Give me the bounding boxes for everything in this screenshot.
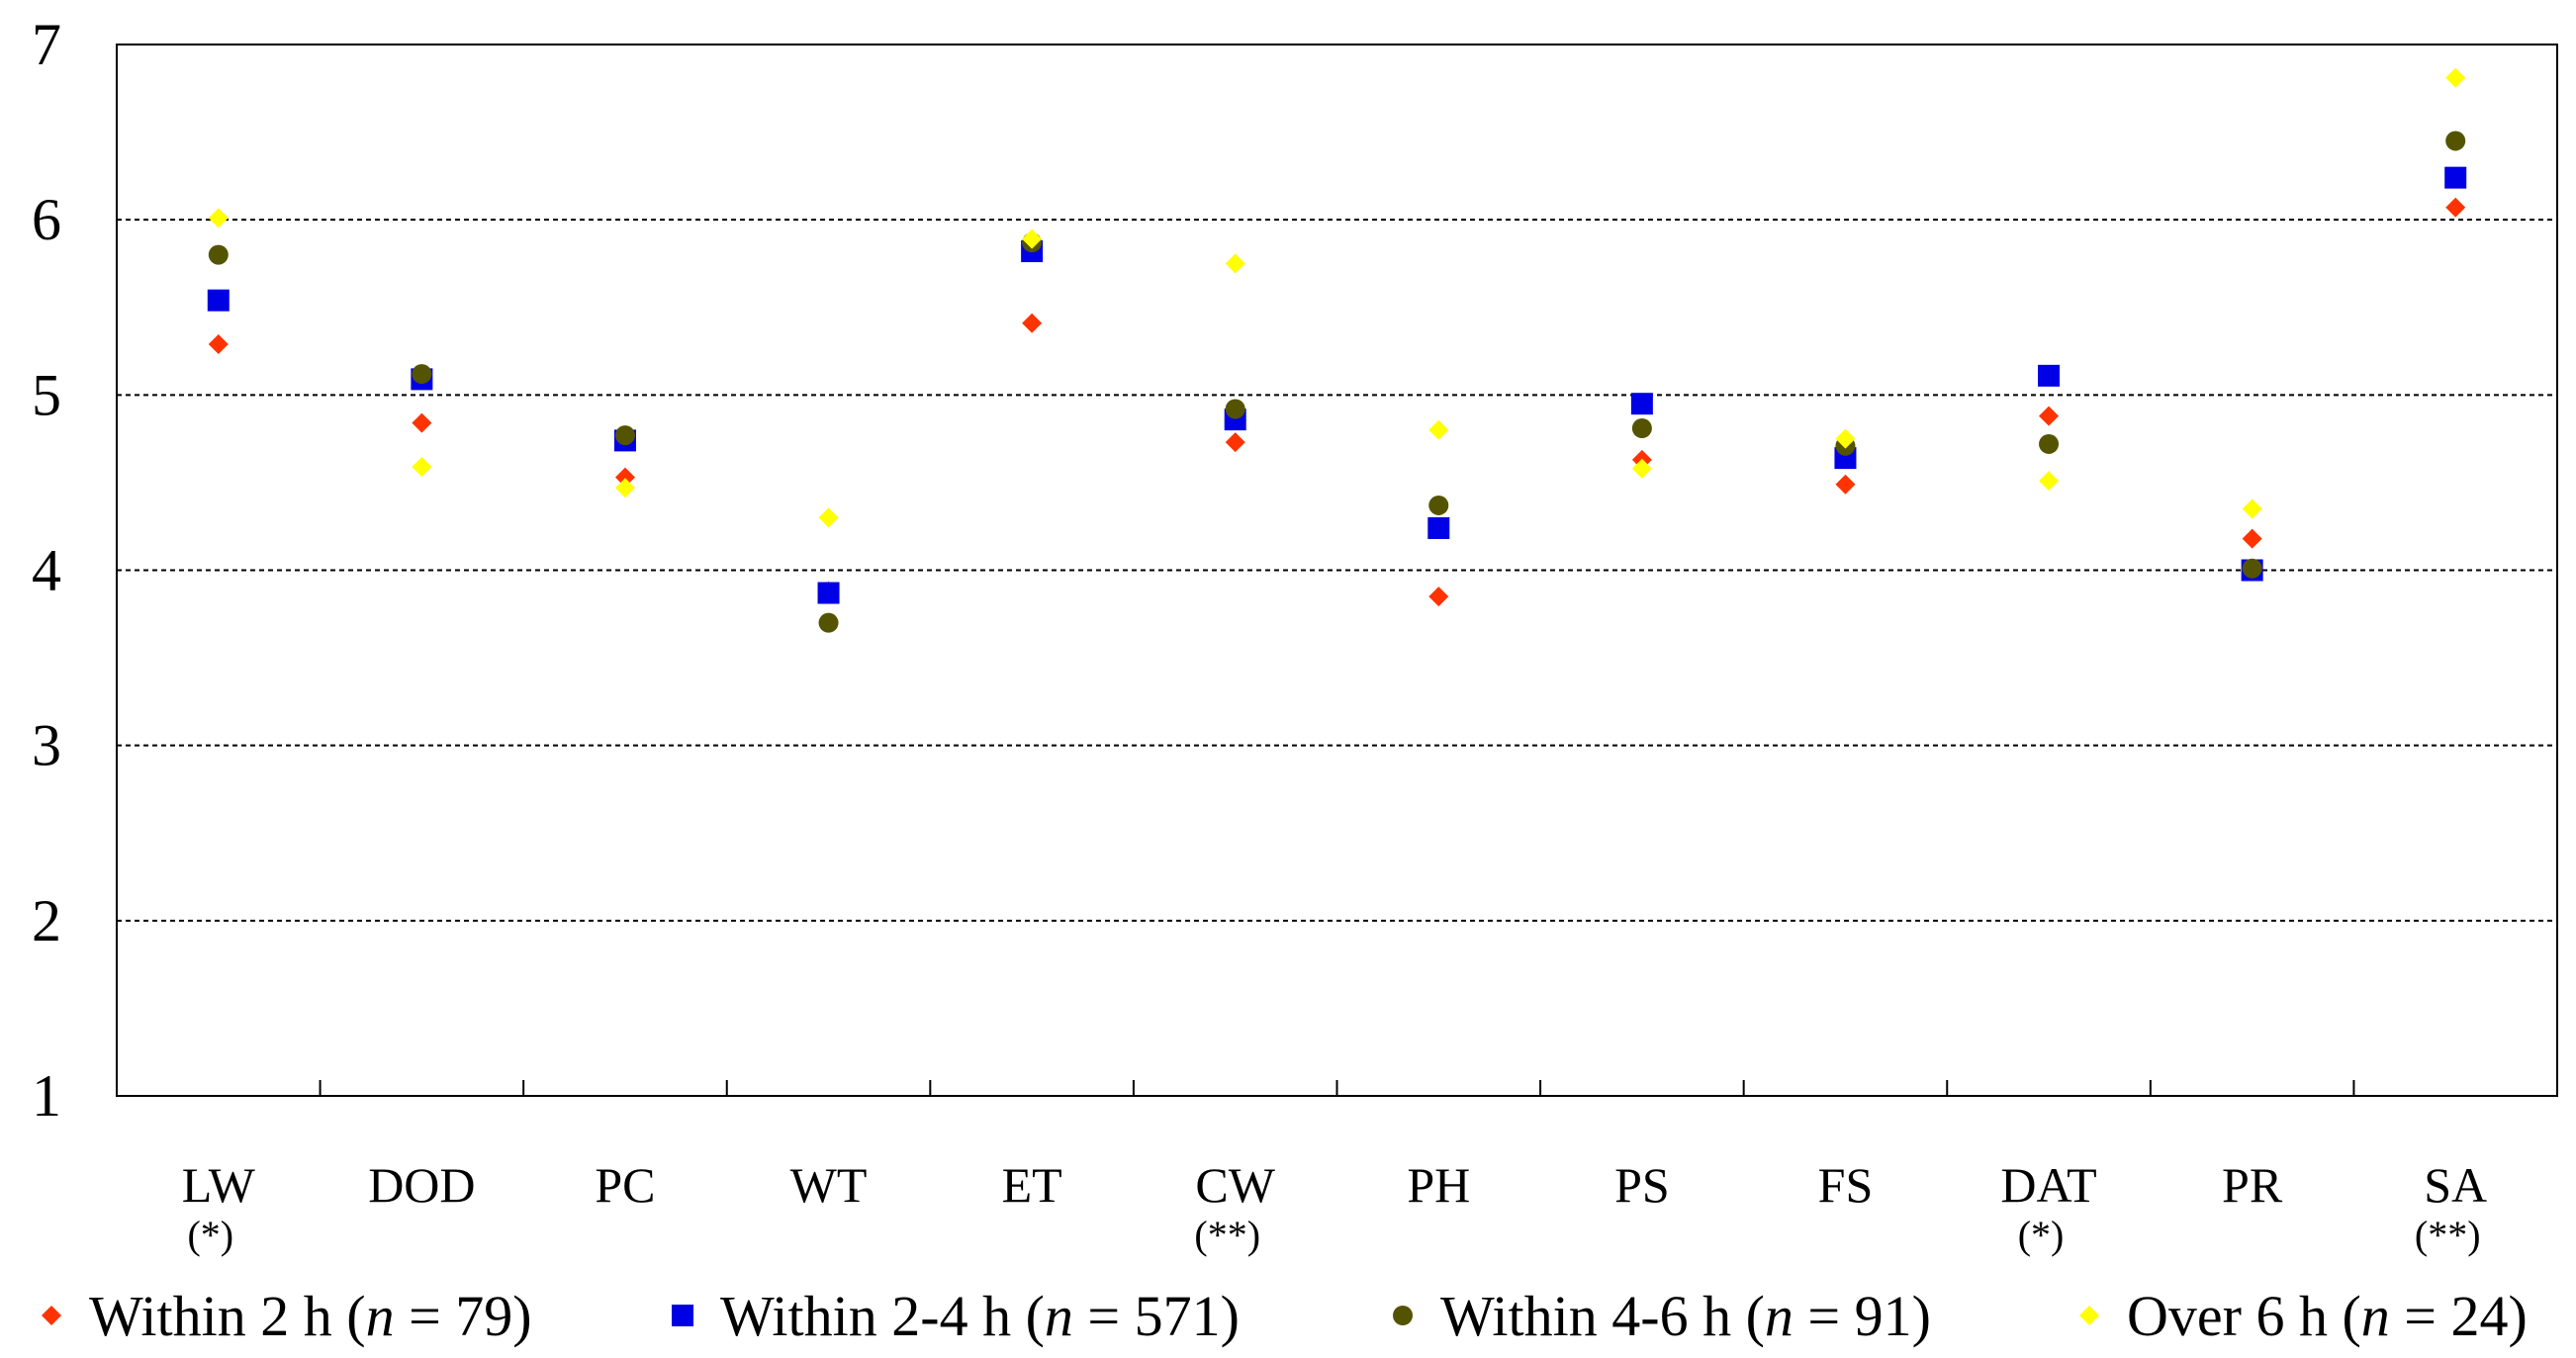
data-point-ps	[1631, 417, 1652, 438]
data-point-dat	[2039, 406, 2060, 426]
data-point-fs	[1835, 428, 1856, 449]
data-point-wt	[818, 507, 839, 528]
legend-item-0: Within 2 h (n = 79)	[42, 1284, 532, 1348]
y-tick-label: 2	[32, 888, 61, 953]
gridlines	[117, 219, 2557, 922]
y-tick-label: 1	[32, 1063, 61, 1129]
legend: Within 2 h (n = 79) Within 2-4 h (n = 571…	[42, 1284, 2528, 1348]
data-point-sa	[2445, 197, 2466, 218]
legend-label: Within 2-4 h (n = 571)	[720, 1284, 1240, 1348]
legend-marker	[42, 1306, 61, 1325]
data-point-pr	[2242, 498, 2262, 519]
legend-item-3: Over 6 h (n = 24)	[2079, 1284, 2528, 1348]
category-label-pc: PC	[595, 1157, 655, 1213]
data-point-ph	[1428, 419, 1449, 440]
category-label-et: ET	[1002, 1157, 1062, 1213]
series-0	[208, 197, 2466, 607]
category-label-sa: SA	[2424, 1157, 2487, 1213]
data-point-fs	[1835, 474, 1856, 495]
significance-mark-sa: (**)	[2415, 1213, 2481, 1257]
significance-mark-dat: (*)	[2018, 1213, 2065, 1257]
category-label-ph: PH	[1407, 1157, 1470, 1213]
data-point-lw	[208, 333, 229, 354]
y-tick-label: 5	[32, 362, 61, 427]
y-tick-label: 4	[32, 538, 61, 603]
y-tick-label: 3	[32, 713, 61, 778]
y-axis-tick-labels: 1 2 3 4 5 6 7	[32, 12, 61, 1129]
data-point-ps	[1630, 393, 1653, 415]
data-point-dod	[412, 412, 432, 433]
category-label-dod: DOD	[368, 1157, 475, 1213]
significance-mark-lw: (*)	[187, 1213, 233, 1257]
data-point-ph	[1427, 516, 1450, 539]
legend-label: Over 6 h (n = 24)	[2127, 1284, 2528, 1348]
data-point-et	[1022, 228, 1043, 249]
data-point-dod	[412, 364, 432, 385]
legend-marker	[672, 1305, 693, 1326]
x-axis-category-labels: LW(*)DOD PC WT ET CW(**)PH PS FS DAT(*)PR SA(**)	[182, 1157, 2487, 1257]
data-point-ph	[1428, 495, 1449, 515]
data-point-cw	[1225, 432, 1245, 453]
legend-item-2: Within 4-6 h (n = 91)	[1393, 1284, 1931, 1348]
category-label-wt: WT	[790, 1157, 868, 1213]
data-point-sa	[2445, 67, 2466, 88]
series-1	[207, 166, 2467, 604]
legend-marker	[1393, 1306, 1413, 1325]
data-point-dat	[2039, 433, 2060, 454]
data-point-lw	[207, 289, 230, 312]
data-point-dod	[412, 456, 432, 477]
data-point-pc	[614, 425, 635, 446]
category-label-ps: PS	[1614, 1157, 1670, 1213]
data-point-dat	[2038, 364, 2061, 387]
data-point-sa	[2445, 131, 2466, 151]
series-2	[208, 131, 2466, 633]
data-point-pc	[614, 467, 635, 488]
y-tick-label: 7	[32, 12, 61, 77]
significance-mark-cw: (**)	[1194, 1213, 1260, 1257]
data-point-lw	[208, 244, 229, 265]
series-3	[208, 67, 2466, 528]
legend-marker	[2079, 1306, 2099, 1325]
data-point-cw	[1225, 399, 1245, 419]
data-point-et	[1022, 313, 1043, 333]
y-tick-label: 6	[32, 187, 61, 252]
data-point-dat	[2039, 471, 2060, 492]
data-point-ph	[1428, 587, 1449, 607]
data-point-pr	[2242, 528, 2262, 549]
category-label-fs: FS	[1818, 1157, 1874, 1213]
data-point-lw	[208, 208, 229, 228]
legend-label: Within 4-6 h (n = 91)	[1440, 1284, 1931, 1348]
data-point-sa	[2444, 166, 2467, 189]
category-label-pr: PR	[2222, 1157, 2283, 1213]
legend-label: Within 2 h (n = 79)	[89, 1284, 532, 1348]
data-points	[207, 67, 2467, 633]
category-label-lw: LW	[182, 1157, 256, 1213]
legend-item-1: Within 2-4 h (n = 571)	[672, 1284, 1240, 1348]
data-point-wt	[818, 612, 839, 633]
data-point-pc	[614, 478, 635, 498]
data-point-cw	[1225, 253, 1245, 274]
data-point-ps	[1631, 458, 1652, 479]
category-label-cw: CW	[1195, 1157, 1275, 1213]
category-label-dat: DAT	[2000, 1157, 2096, 1213]
data-point-wt	[817, 582, 840, 604]
x-axis-ticks	[319, 1080, 2355, 1096]
data-point-pr	[2242, 558, 2262, 579]
